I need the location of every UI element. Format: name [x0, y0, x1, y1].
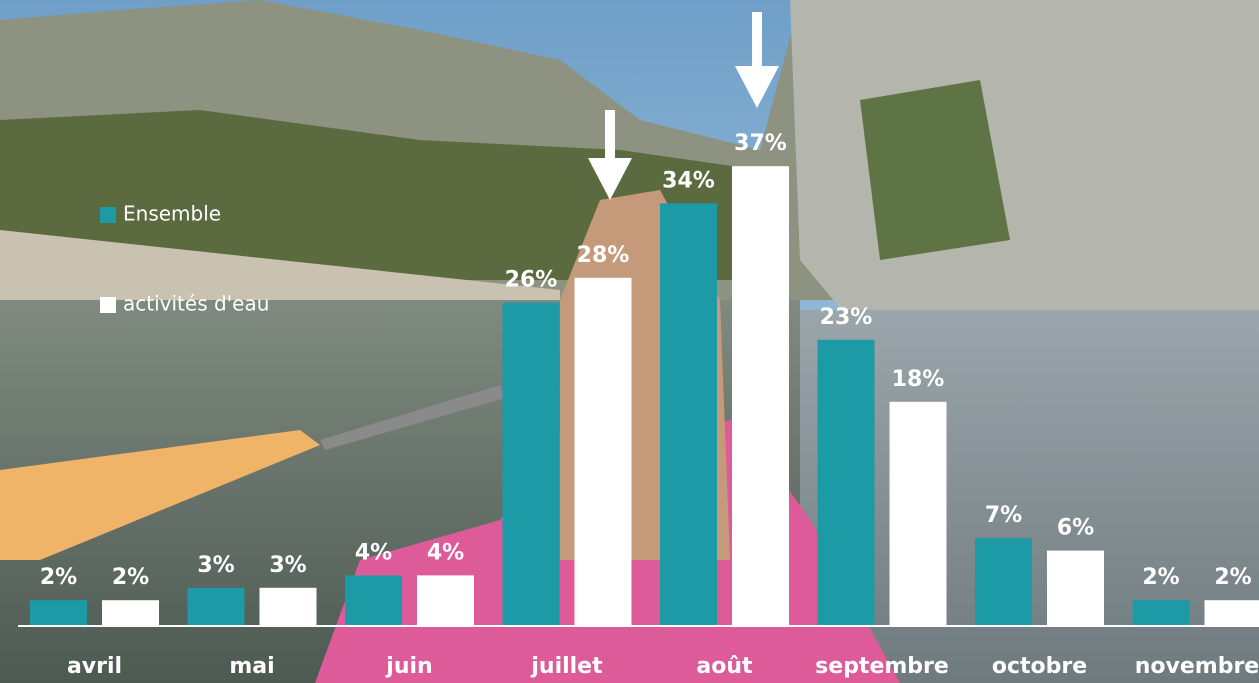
bar [345, 575, 402, 625]
bar [1204, 600, 1259, 625]
value-label: 37% [734, 131, 787, 156]
legend-label: Ensemble [123, 202, 221, 226]
bar [187, 587, 245, 625]
x-tick-label: août [696, 654, 753, 679]
bar [259, 587, 317, 625]
value-label: 4% [427, 540, 464, 565]
bar [817, 339, 875, 625]
bar [1132, 600, 1190, 625]
value-label: 18% [892, 367, 945, 392]
x-tick-label: mai [229, 654, 274, 679]
bar [1047, 550, 1104, 625]
x-tick-label: juillet [530, 654, 603, 679]
value-label: 34% [662, 168, 715, 193]
legend-label: activités d'eau [123, 292, 269, 316]
bar [417, 575, 474, 625]
bar [102, 600, 159, 625]
arrows [588, 12, 779, 200]
value-label: 23% [820, 305, 873, 330]
bar [574, 277, 632, 625]
value-label: 7% [985, 503, 1022, 528]
value-label: 3% [269, 553, 306, 578]
x-tick-label: avril [67, 654, 122, 679]
legend-swatch [100, 297, 116, 313]
value-label: 2% [40, 565, 77, 590]
bar [660, 203, 717, 625]
x-tick-label: octobre [992, 654, 1087, 679]
bar [889, 401, 947, 625]
value-label: 28% [577, 243, 630, 268]
value-label: 4% [355, 540, 392, 565]
x-tick-label: juin [385, 654, 432, 679]
bar [975, 538, 1032, 625]
value-label: 26% [505, 268, 558, 293]
value-label: 2% [112, 565, 149, 590]
value-label: 2% [1214, 565, 1251, 590]
x-tick-label: septembre [815, 654, 949, 679]
x-tick-label: novembre [1135, 654, 1259, 679]
bar [502, 302, 560, 625]
value-label: 3% [197, 553, 234, 578]
value-label: 2% [1142, 565, 1179, 590]
bar [732, 166, 789, 625]
value-label: 6% [1057, 516, 1094, 541]
bar [30, 600, 87, 625]
legend-swatch [100, 207, 116, 223]
